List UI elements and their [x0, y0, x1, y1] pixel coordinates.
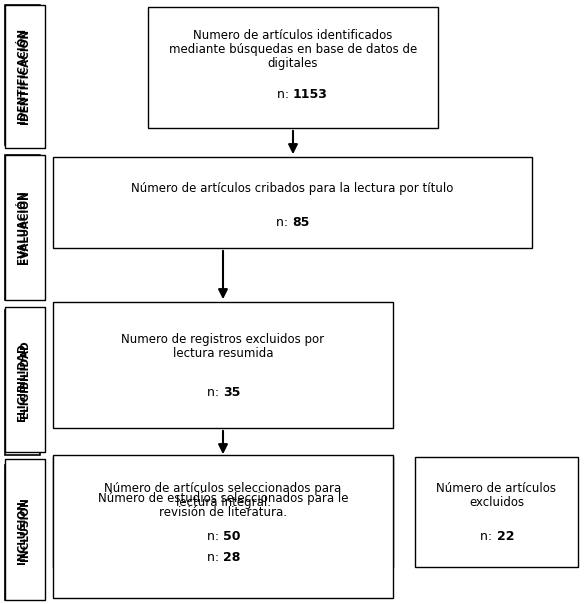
Bar	[5, 5, 40, 145]
Bar	[5, 307, 45, 452]
Text: revisión de literatura.: revisión de literatura.	[159, 506, 287, 519]
Text: n:: n:	[276, 216, 292, 229]
Text: lectura integral.: lectura integral.	[176, 496, 270, 509]
Text: mediante búsquedas en base de datos de: mediante búsquedas en base de datos de	[169, 43, 417, 56]
Bar	[5, 310, 40, 455]
Bar	[53, 302, 393, 428]
Text: Número de artículos: Número de artículos	[436, 482, 556, 495]
Bar	[53, 157, 532, 248]
Text: n:: n:	[207, 530, 223, 543]
Bar	[5, 155, 45, 300]
Bar	[5, 5, 45, 148]
Bar	[5, 465, 40, 600]
Bar	[148, 7, 438, 128]
Text: Número de artículos cribados para la lectura por título: Número de artículos cribados para la lec…	[131, 182, 454, 195]
Text: 85: 85	[292, 216, 310, 229]
Text: 35: 35	[223, 386, 240, 399]
Text: ELIGIBILIDAD: ELIGIBILIDAD	[20, 341, 30, 419]
Text: EVALUACIÓN: EVALUACIÓN	[18, 191, 27, 265]
Text: IDENTIFICACIÓN: IDENTIFICACIÓN	[20, 29, 30, 124]
Text: n:: n:	[207, 386, 223, 399]
Text: n:: n:	[277, 88, 293, 101]
Text: Numero de registros excluidos por: Numero de registros excluidos por	[122, 333, 325, 345]
Text: Número de estudios seleccionados para le: Número de estudios seleccionados para le	[98, 492, 348, 504]
Text: 1153: 1153	[293, 88, 328, 101]
Text: digitales: digitales	[268, 57, 318, 70]
Text: INCLUSION: INCLUSION	[18, 501, 27, 564]
Bar	[5, 155, 40, 300]
Bar	[53, 457, 393, 567]
Bar	[415, 457, 578, 567]
Text: Numero de artículos identificados: Numero de artículos identificados	[193, 29, 393, 42]
Text: excluidos: excluidos	[469, 496, 524, 509]
Text: Número de artículos seleccionados para: Número de artículos seleccionados para	[104, 482, 342, 495]
Text: 22: 22	[497, 530, 514, 543]
Text: 50: 50	[223, 530, 240, 543]
Text: lectura resumida: lectura resumida	[173, 347, 273, 359]
Text: 28: 28	[223, 551, 240, 565]
Text: ELIGIBILIDAD: ELIGIBILIDAD	[18, 344, 27, 422]
Text: INCLUSION: INCLUSION	[20, 498, 30, 562]
Text: IDENTIFICACIÓN: IDENTIFICACIÓN	[18, 27, 27, 123]
Text: EVALUACIÓN: EVALUACIÓN	[20, 191, 30, 265]
Text: n:: n:	[207, 551, 223, 565]
Text: n:: n:	[480, 530, 497, 543]
Bar	[5, 459, 45, 600]
Bar	[53, 455, 393, 598]
